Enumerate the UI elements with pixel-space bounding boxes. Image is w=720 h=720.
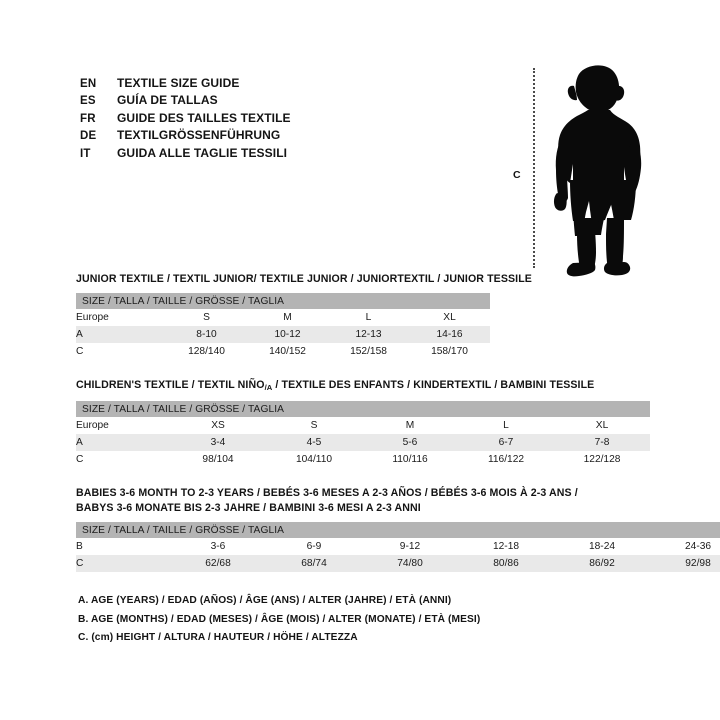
table-cell: XS bbox=[170, 417, 266, 434]
legend-line-b: B. AGE (MONTHS) / EDAD (MESES) / ÂGE (MO… bbox=[78, 613, 481, 625]
section-title-junior: JUNIOR TEXTILE / TEXTIL JUNIOR/ TEXTILE … bbox=[76, 273, 532, 285]
table-cell: 104/110 bbox=[266, 451, 362, 468]
language-row-fr: FR GUIDE DES TAILLES TEXTILE bbox=[80, 111, 410, 128]
section-babies-textile: BABIES 3-6 MONTH TO 2-3 YEARS / BEBÉS 3-… bbox=[76, 486, 720, 572]
section-title-children-pre: CHILDREN'S TEXTILE / TEXTIL NIÑO bbox=[76, 379, 265, 391]
table-row: C 62/68 68/74 74/80 80/86 86/92 92/98 bbox=[76, 555, 720, 572]
table-cell: 12-18 bbox=[458, 538, 554, 555]
table-row: A 8-10 10-12 12-13 14-16 bbox=[76, 326, 491, 343]
table-band-row: SIZE / TALLA / TAILLE / GRÖSSE / TAGLIA bbox=[76, 401, 651, 417]
table-cell: XL bbox=[409, 309, 491, 326]
table-cell: 18-24 bbox=[554, 538, 650, 555]
row-label: A bbox=[76, 434, 170, 451]
language-code-it: IT bbox=[80, 147, 91, 160]
height-measure-label: C bbox=[513, 169, 521, 181]
size-table-junior: SIZE / TALLA / TAILLE / GRÖSSE / TAGLIA E… bbox=[76, 293, 491, 360]
table-band-label: SIZE / TALLA / TAILLE / GRÖSSE / TAGLIA bbox=[76, 293, 491, 309]
table-band-label: SIZE / TALLA / TAILLE / GRÖSSE / TAGLIA bbox=[76, 401, 651, 417]
table-cell: 9-12 bbox=[362, 538, 458, 555]
table-cell: 152/158 bbox=[328, 343, 409, 360]
toddler-silhouette-icon bbox=[553, 65, 642, 277]
table-cell: L bbox=[458, 417, 554, 434]
row-label: B bbox=[76, 538, 170, 555]
table-cell: M bbox=[362, 417, 458, 434]
language-code-fr: FR bbox=[80, 112, 96, 125]
table-cell: 8-10 bbox=[166, 326, 247, 343]
table-cell: XL bbox=[554, 417, 651, 434]
table-cell: 110/116 bbox=[362, 451, 458, 468]
table-cell: 10-12 bbox=[247, 326, 328, 343]
section-childrens-textile: CHILDREN'S TEXTILE / TEXTIL NIÑO/A / TEX… bbox=[76, 378, 651, 468]
size-table-babies: SIZE / TALLA / TAILLE / GRÖSSE / TAGLIA B… bbox=[76, 522, 720, 572]
table-cell: 3-6 bbox=[170, 538, 266, 555]
table-cell: S bbox=[266, 417, 362, 434]
table-cell: 128/140 bbox=[166, 343, 247, 360]
language-code-de: DE bbox=[80, 130, 97, 143]
language-row-en: EN TEXTILE SIZE GUIDE bbox=[80, 76, 410, 93]
row-label: C bbox=[76, 451, 170, 468]
language-row-es: ES GUÍA DE TALLAS bbox=[80, 93, 410, 110]
table-cell: 62/68 bbox=[170, 555, 266, 572]
table-cell: 5-6 bbox=[362, 434, 458, 451]
table-cell: 4-5 bbox=[266, 434, 362, 451]
language-code-en: EN bbox=[80, 78, 97, 90]
table-cell: L bbox=[328, 309, 409, 326]
row-label: Europe bbox=[76, 309, 166, 326]
table-row: Europe S M L XL bbox=[76, 309, 491, 326]
language-row-it: IT GUIDA ALLE TAGLIE TESSILI bbox=[80, 146, 410, 163]
section-title-children: CHILDREN'S TEXTILE / TEXTIL NIÑO/A / TEX… bbox=[76, 378, 650, 395]
table-cell: 74/80 bbox=[362, 555, 458, 572]
guide-title-fr: GUIDE DES TAILLES TEXTILE bbox=[117, 110, 291, 125]
language-title-block: EN TEXTILE SIZE GUIDE ES GUÍA DE TALLAS … bbox=[80, 76, 410, 163]
table-band-row: SIZE / TALLA / TAILLE / GRÖSSE / TAGLIA bbox=[76, 293, 491, 309]
height-measurement-figure: C bbox=[500, 55, 680, 285]
row-label: C bbox=[76, 555, 170, 572]
table-cell: 7-8 bbox=[554, 434, 651, 451]
row-label: Europe bbox=[76, 417, 170, 434]
section-title-babies-line1: BABIES 3-6 MONTH TO 2-3 YEARS / BEBÉS 3-… bbox=[76, 487, 578, 499]
table-cell: 3-4 bbox=[170, 434, 266, 451]
guide-title-de: TEXTILGRÖSSENFÜHRUNG bbox=[117, 128, 281, 143]
table-cell: 122/128 bbox=[554, 451, 651, 468]
table-row: C 128/140 140/152 152/158 158/170 bbox=[76, 343, 491, 360]
legend-line-a: A. AGE (YEARS) / EDAD (AÑOS) / ÂGE (ANS)… bbox=[78, 595, 452, 606]
legend-line-c: C. (cm) HEIGHT / ALTURA / HAUTEUR / HÖHE… bbox=[78, 632, 358, 643]
table-row: C 98/104 104/110 110/116 116/122 122/128 bbox=[76, 451, 651, 468]
language-code-es: ES bbox=[80, 95, 96, 108]
table-row: B 3-6 6-9 9-12 12-18 18-24 24-36 bbox=[76, 538, 720, 555]
table-cell: 92/98 bbox=[650, 555, 720, 572]
table-cell: 24-36 bbox=[650, 538, 720, 555]
table-cell: 68/74 bbox=[266, 555, 362, 572]
table-cell: 6-7 bbox=[458, 434, 554, 451]
table-cell: 116/122 bbox=[458, 451, 554, 468]
table-cell: 6-9 bbox=[266, 538, 362, 555]
table-cell: S bbox=[166, 309, 247, 326]
size-table-children: SIZE / TALLA / TAILLE / GRÖSSE / TAGLIA E… bbox=[76, 401, 651, 468]
row-label: A bbox=[76, 326, 166, 343]
guide-title-it: GUIDA ALLE TAGLIE TESSILI bbox=[117, 145, 288, 160]
section-title-children-sub: /A bbox=[264, 383, 273, 392]
measurement-legend: A. AGE (YEARS) / EDAD (AÑOS) / ÂGE (ANS)… bbox=[78, 592, 480, 648]
table-cell: 14-16 bbox=[409, 326, 491, 343]
table-cell: 12-13 bbox=[328, 326, 409, 343]
table-cell: M bbox=[247, 309, 328, 326]
table-cell: 158/170 bbox=[409, 343, 491, 360]
table-band-row: SIZE / TALLA / TAILLE / GRÖSSE / TAGLIA bbox=[76, 522, 720, 538]
section-title-children-post: / TEXTILE DES ENFANTS / KINDERTEXTIL / B… bbox=[272, 379, 595, 391]
table-row: A 3-4 4-5 5-6 6-7 7-8 bbox=[76, 434, 651, 451]
table-band-label: SIZE / TALLA / TAILLE / GRÖSSE / TAGLIA bbox=[76, 522, 720, 538]
section-junior-textile: JUNIOR TEXTILE / TEXTIL JUNIOR/ TEXTILE … bbox=[76, 272, 532, 360]
table-cell: 86/92 bbox=[554, 555, 650, 572]
table-cell: 80/86 bbox=[458, 555, 554, 572]
row-label: C bbox=[76, 343, 166, 360]
table-row: Europe XS S M L XL bbox=[76, 417, 651, 434]
language-row-de: DE TEXTILGRÖSSENFÜHRUNG bbox=[80, 128, 410, 145]
guide-title-en: TEXTILE SIZE GUIDE bbox=[117, 76, 240, 90]
table-cell: 98/104 bbox=[170, 451, 266, 468]
height-dashed-guide-line bbox=[533, 68, 535, 268]
table-cell: 140/152 bbox=[247, 343, 328, 360]
section-title-babies-line2: BABYS 3-6 MONATE BIS 2-3 JAHRE / BAMBINI… bbox=[76, 502, 421, 514]
guide-title-es: GUÍA DE TALLAS bbox=[117, 93, 218, 108]
